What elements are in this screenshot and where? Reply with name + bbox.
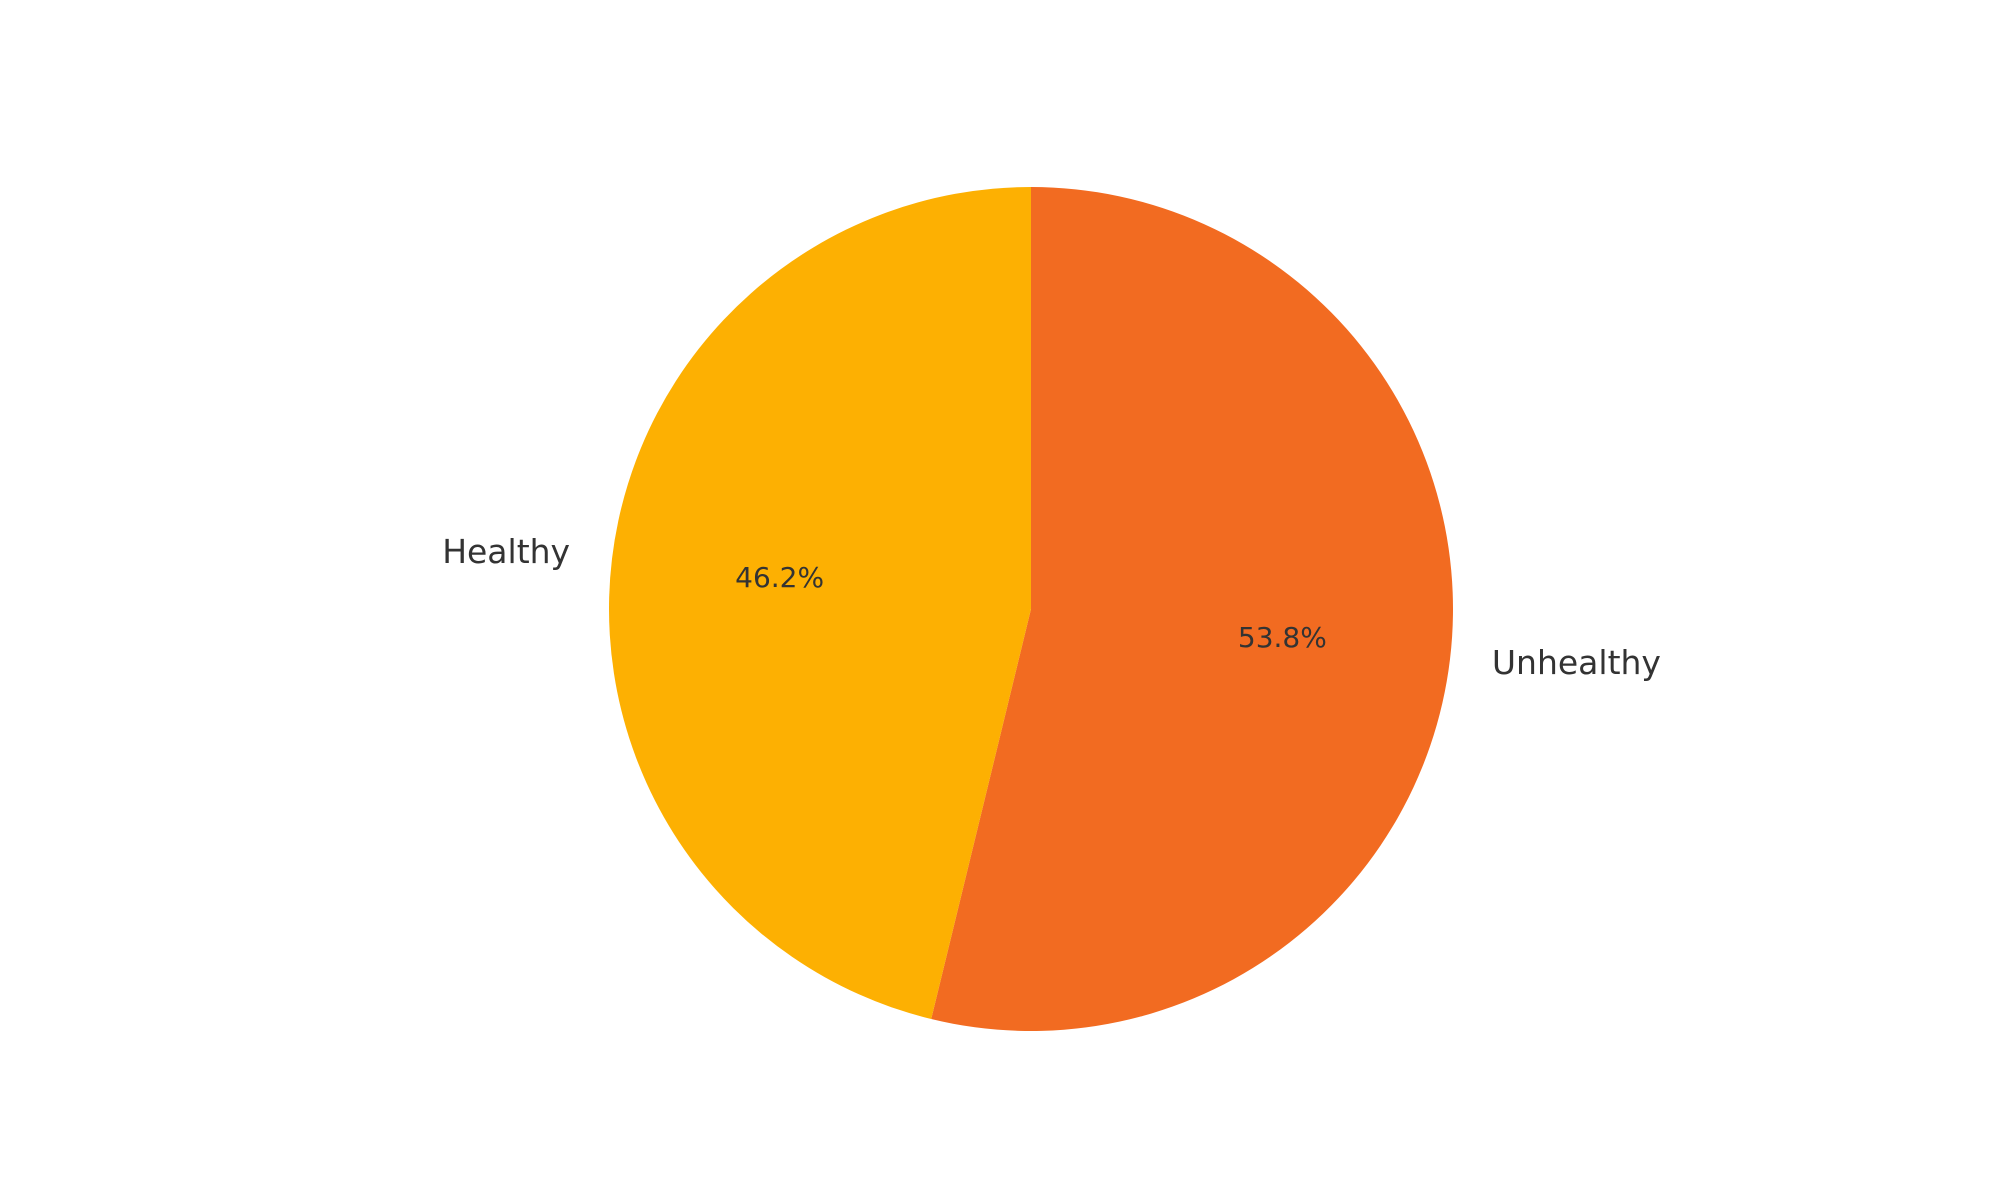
slice-label-healthy: Healthy: [442, 532, 570, 571]
slice-percent-unhealthy: 53.8%: [1238, 621, 1327, 654]
pie-slice-unhealthy: [931, 186, 1454, 1032]
slice-percent-healthy: 46.2%: [735, 561, 824, 594]
pie-slice-healthy: [609, 187, 1031, 1020]
slice-label-unhealthy: Unhealthy: [1492, 643, 1661, 682]
pie-slices: [609, 186, 1454, 1032]
pie-labels: Unhealthy 53.8% Healthy 46.2%: [442, 532, 1661, 682]
